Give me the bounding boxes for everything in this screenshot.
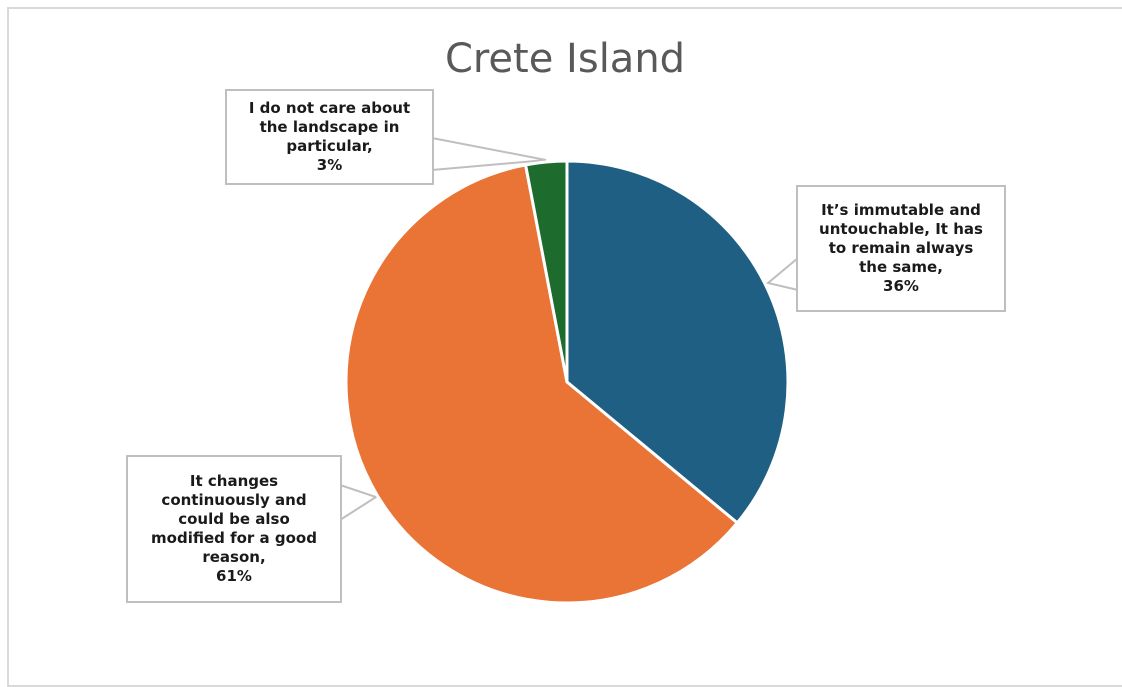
callout-pointer-do-not-care	[431, 137, 547, 171]
label-line: to remain always	[828, 239, 974, 257]
pie-slice-changes	[344, 163, 739, 605]
pie-chart	[339, 137, 799, 605]
label-line: the landscape in	[259, 118, 400, 136]
label-line: particular,	[286, 137, 373, 155]
pie-slice-do-not-care	[524, 159, 569, 384]
label-line: I do not care about	[248, 99, 411, 117]
label-line: could be also	[178, 510, 290, 528]
label-value: 3%	[316, 156, 343, 174]
pie-slice-immutable	[565, 159, 790, 525]
label-value: 61%	[216, 567, 252, 585]
callout-pointer-immutable	[765, 257, 799, 291]
label-line: the same,	[859, 258, 943, 276]
data-label-changes: It changes continuously and could be als…	[126, 455, 342, 603]
chart-title: Crete Island	[444, 36, 686, 82]
label-line: modified for a good	[151, 529, 317, 547]
label-line: reason,	[202, 548, 266, 566]
label-line: untouchable, It has	[819, 220, 983, 238]
label-line: It changes	[189, 472, 279, 490]
data-label-do-not-care: I do not care about the landscape in par…	[225, 89, 434, 185]
label-value: 36%	[883, 277, 919, 295]
label-line: It’s immutable and	[821, 201, 981, 219]
data-label-immutable: It’s immutable and untouchable, It has t…	[796, 185, 1006, 312]
callout-pointer-changes	[339, 484, 379, 521]
label-line: continuously and	[161, 491, 307, 509]
